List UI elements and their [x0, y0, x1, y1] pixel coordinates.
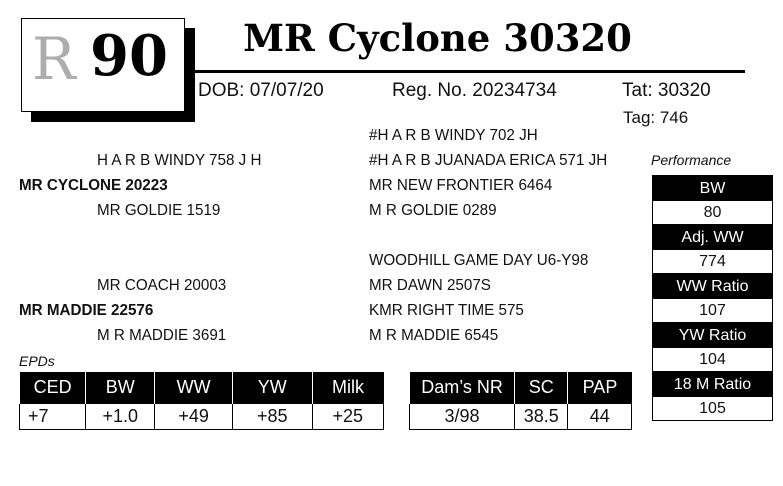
perf-ywratio-value: 104	[653, 348, 772, 372]
pedigree-dsd: MR DAWN 2507S	[369, 277, 491, 294]
pedigree-dam: MR MADDIE 22576	[19, 302, 154, 319]
title-rule	[190, 70, 745, 73]
perf-bw-label: BW	[653, 176, 772, 201]
epd-header: BW	[85, 372, 155, 404]
perf-bw-value: 80	[653, 201, 772, 225]
dam-stats-value: 3/98	[408, 403, 516, 430]
epd-value: +7	[18, 403, 87, 430]
epd-header: WW	[154, 372, 233, 404]
pedigree-ssd: #H A R B JUANADA ERICA 571 JH	[369, 152, 608, 169]
reg-number: Reg. No. 20234734	[392, 80, 557, 101]
tattoo: Tat: 30320	[622, 80, 711, 101]
tag: Tag: 746	[623, 108, 689, 127]
dam-stats-value: 44	[567, 403, 632, 430]
lot-box: R 90	[21, 18, 185, 112]
epd-header: CED	[18, 372, 86, 404]
perf-ywratio-label: YW Ratio	[653, 323, 772, 348]
pedigree-dam-dam: M R MADDIE 3691	[97, 327, 227, 344]
dam-stats-table: Dam’s NR SC PAP 3/98 38.5 44	[408, 372, 632, 430]
animal-title: MR Cyclone 30320	[243, 16, 632, 60]
ranch-logo: R	[32, 25, 76, 93]
perf-adjww-label: Adj. WW	[653, 225, 772, 250]
dob: DOB: 07/07/20	[198, 80, 324, 101]
epd-value: +49	[154, 403, 233, 430]
perf-wwratio-value: 107	[653, 299, 772, 323]
pedigree-sire: MR CYCLONE 20223	[19, 177, 168, 194]
perf-18m-value: 105	[699, 400, 726, 417]
epds-label: EPDs	[19, 353, 55, 369]
epd-header: Milk	[311, 372, 384, 404]
pedigree-sire-dam: MR GOLDIE 1519	[97, 202, 221, 219]
epd-value: +85	[232, 403, 313, 430]
dam-stats-value: 38.5	[514, 403, 569, 430]
pedigree-sire-sire: H A R B WINDY 758 J H	[97, 152, 262, 169]
pedigree-sss: #H A R B WINDY 702 JH	[369, 127, 538, 144]
pedigree-dds: KMR RIGHT TIME 575	[369, 302, 524, 319]
epd-value: +25	[311, 403, 385, 430]
dam-stats-header: SC	[514, 372, 568, 404]
perf-wwratio-label: WW Ratio	[653, 274, 772, 299]
pedigree-sdd: M R GOLDIE 0289	[369, 202, 497, 219]
pedigree-dss: WOODHILL GAME DAY U6-Y98	[369, 252, 589, 269]
performance-panel: BW 80 Adj. WW 774 WW Ratio 107 YW Ratio …	[652, 175, 773, 421]
dam-stats-header: Dam’s NR	[408, 372, 515, 404]
dam-stats-header: PAP	[567, 372, 632, 404]
pedigree-ddd: M R MADDIE 6545	[369, 327, 499, 344]
epd-value: +1.0	[85, 403, 156, 430]
perf-adjww-value: 774	[653, 250, 772, 274]
pedigree-dam-sire: MR COACH 20003	[97, 277, 227, 294]
perf-18m-label: 18 M Ratio	[653, 372, 772, 397]
performance-label: Performance	[651, 152, 732, 168]
epd-header: YW	[232, 372, 313, 404]
pedigree-sds: MR NEW FRONTIER 6464	[369, 177, 553, 194]
epd-table: CED BW WW YW Milk +7 +1.0 +49 +85 +25	[18, 372, 385, 430]
lot-number: 90	[90, 23, 168, 89]
